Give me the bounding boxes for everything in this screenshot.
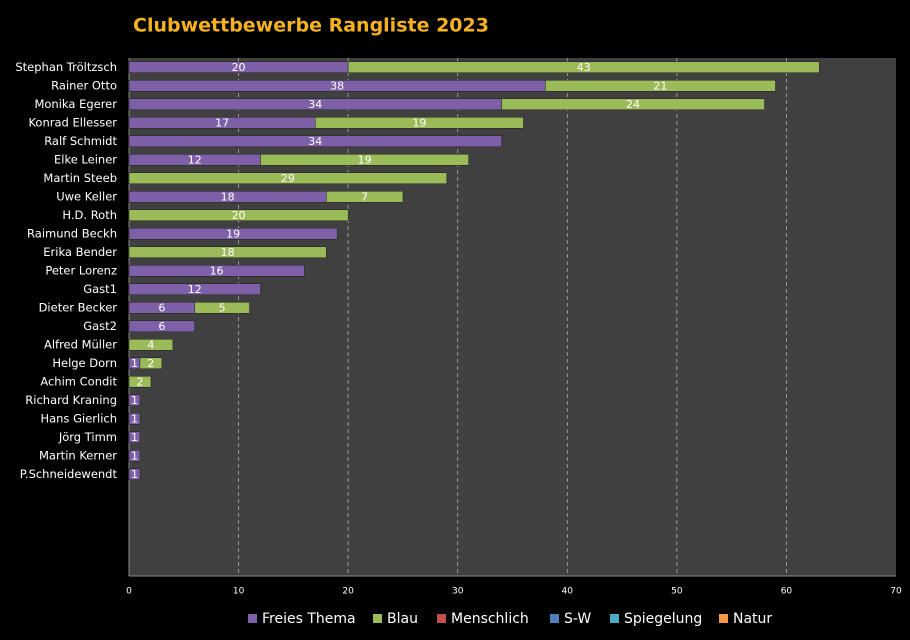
data-label: 7 — [361, 190, 368, 203]
bar — [128, 320, 195, 332]
legend-label: Blau — [387, 611, 418, 627]
bar — [128, 376, 152, 388]
bar — [325, 191, 404, 203]
data-label: 20 — [232, 209, 246, 222]
x-tick-label: 50 — [671, 587, 683, 597]
bar — [128, 135, 502, 147]
data-label: 24 — [626, 98, 640, 111]
bar — [194, 302, 250, 314]
bar — [501, 98, 765, 110]
data-label: 12 — [188, 283, 202, 296]
legend-swatch — [437, 614, 446, 623]
legend-swatch — [248, 614, 257, 623]
y-tick-label: Rainer Otto — [51, 78, 117, 92]
legend-label: Natur — [733, 611, 772, 627]
bar — [128, 172, 448, 184]
y-tick-label: Ralf Schmidt — [44, 134, 117, 148]
data-label: 1 — [131, 412, 138, 425]
y-tick-label: Alfred Müller — [44, 337, 117, 351]
data-label: 6 — [158, 301, 165, 314]
bar — [128, 246, 327, 258]
y-tick-label: Gast2 — [83, 319, 117, 333]
data-label: 6 — [158, 320, 165, 333]
bar — [128, 394, 141, 406]
legend-label: Spiegelung — [624, 611, 702, 627]
chart-title: Clubwettbewerbe Rangliste 2023 — [133, 15, 489, 37]
bar — [315, 117, 524, 129]
data-label: 19 — [412, 116, 426, 129]
y-tick-label: P.Schneidewendt — [20, 467, 118, 481]
x-tick-label: 70 — [890, 587, 902, 597]
bar — [128, 209, 349, 221]
bar — [347, 61, 820, 73]
data-label: 20 — [232, 61, 246, 74]
y-tick-label: Peter Lorenz — [45, 263, 117, 277]
data-label: 2 — [136, 375, 143, 388]
data-label: 19 — [226, 227, 240, 240]
x-tick-label: 30 — [452, 587, 464, 597]
y-tick-label: Achim Condit — [40, 374, 117, 388]
bar — [128, 283, 261, 295]
data-label: 34 — [308, 135, 322, 148]
data-label: 1 — [131, 394, 138, 407]
y-tick-label: Uwe Keller — [56, 189, 117, 203]
legend-label: S-W — [564, 611, 591, 627]
y-tick-label: Stephan Tröltzsch — [15, 60, 117, 74]
y-tick-label: Raimund Beckh — [27, 226, 117, 240]
y-tick-label: Dieter Becker — [39, 300, 118, 314]
data-label: 18 — [221, 190, 235, 203]
data-label: 1 — [131, 357, 138, 370]
data-label: 19 — [358, 153, 372, 166]
data-label: 38 — [330, 79, 344, 92]
bar — [139, 357, 163, 369]
data-label: 1 — [131, 449, 138, 462]
data-label: 4 — [147, 338, 154, 351]
bar — [128, 450, 141, 462]
bar — [128, 468, 141, 480]
data-label: 43 — [577, 61, 591, 74]
data-label: 1 — [131, 431, 138, 444]
x-tick-label: 0 — [126, 587, 132, 597]
y-tick-label: Gast1 — [83, 282, 117, 296]
data-label: 18 — [221, 246, 235, 259]
data-label: 16 — [210, 264, 224, 277]
bar — [260, 154, 469, 166]
y-tick-label: Helge Dorn — [52, 356, 117, 370]
y-tick-label: H.D. Roth — [62, 208, 117, 222]
y-tick-label: Monika Egerer — [34, 97, 117, 111]
x-tick-label: 60 — [781, 587, 793, 597]
x-tick-label: 20 — [342, 587, 354, 597]
y-tick-label: Hans Gierlich — [40, 411, 117, 425]
y-tick-label: Richard Kraning — [25, 393, 117, 407]
data-label: 12 — [188, 153, 202, 166]
legend-swatch — [719, 614, 728, 623]
y-tick-label: Martin Steeb — [43, 171, 117, 185]
legend-swatch — [550, 614, 559, 623]
data-label: 5 — [219, 301, 226, 314]
data-label: 1 — [131, 468, 138, 481]
y-tick-label: Erika Bender — [43, 245, 117, 259]
data-label: 17 — [215, 116, 229, 129]
y-tick-label: Jörg Timm — [58, 430, 117, 444]
legend-swatch — [373, 614, 382, 623]
data-label: 29 — [281, 172, 295, 185]
y-tick-label: Konrad Ellesser — [28, 115, 117, 129]
y-tick-label: Elke Leiner — [54, 152, 117, 166]
y-tick-label: Martin Kerner — [39, 448, 117, 462]
bar — [128, 413, 141, 425]
data-label: 34 — [308, 98, 322, 111]
data-label: 21 — [653, 79, 667, 92]
legend-label: Freies Thema — [262, 611, 356, 627]
legend-swatch — [610, 614, 619, 623]
bar — [128, 431, 141, 443]
x-tick-label: 10 — [233, 587, 245, 597]
bar — [128, 339, 174, 351]
bar — [128, 228, 338, 240]
x-tick-label: 40 — [562, 587, 574, 597]
bar — [128, 265, 305, 277]
bar — [545, 80, 776, 92]
legend-label: Menschlich — [451, 611, 529, 627]
data-label: 2 — [147, 357, 154, 370]
